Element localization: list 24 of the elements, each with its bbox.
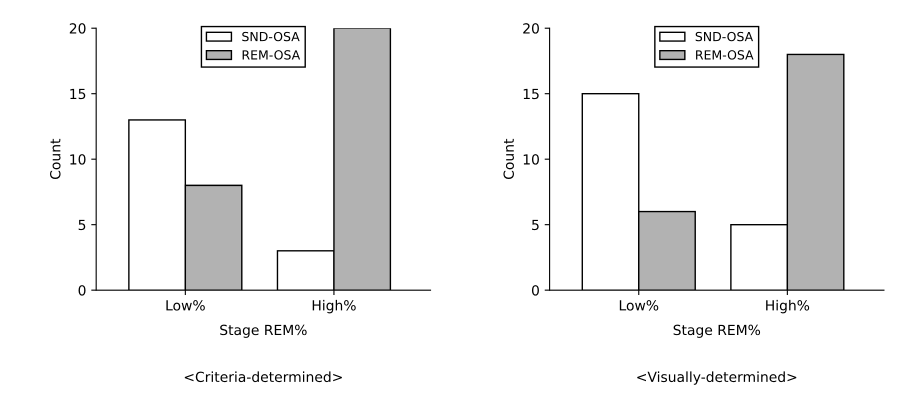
y-tick-label: 20 xyxy=(70,23,86,34)
y-axis-title: Count xyxy=(50,138,61,180)
x-axis-title: Stage REM% xyxy=(220,324,307,338)
x-tick-label: High% xyxy=(312,300,356,314)
text: <Visually-determined> xyxy=(637,371,796,385)
legend-label: REM-OSA xyxy=(696,50,754,60)
y-axis-title: Count xyxy=(503,138,514,180)
x-tick-label: High% xyxy=(766,300,810,314)
text: <Criteria-determined> xyxy=(184,371,342,382)
legend-label: SND-OSA xyxy=(696,32,754,42)
y-tick-label: 5 xyxy=(78,220,86,230)
y-tick-label: 10 xyxy=(524,154,539,165)
y-tick-label: 0 xyxy=(78,285,86,296)
y-tick-label: 5 xyxy=(532,220,539,230)
y-tick-label: 15 xyxy=(524,88,539,100)
legend-label: REM-OSA xyxy=(242,50,300,60)
y-tick-label: 20 xyxy=(523,23,539,34)
y-tick-label: 10 xyxy=(70,154,86,165)
y-tick-label: 0 xyxy=(532,285,539,296)
x-tick-label: Low% xyxy=(166,300,205,311)
x-tick-label: Low% xyxy=(620,300,658,311)
y-tick-label: 15 xyxy=(70,88,86,100)
x-axis-title: Stage REM% xyxy=(674,324,760,338)
legend-label: SND-OSA xyxy=(242,32,300,42)
